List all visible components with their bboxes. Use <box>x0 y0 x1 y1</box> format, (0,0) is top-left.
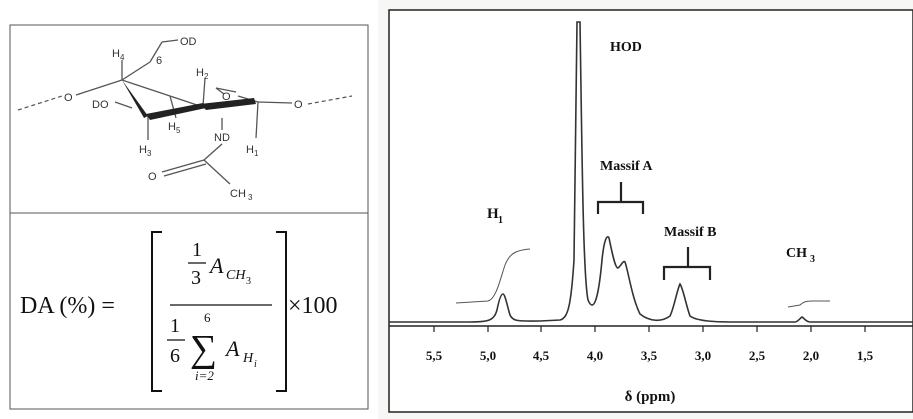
denominator-six: 6 <box>170 345 180 367</box>
numerator-ch3-sub: 3 <box>246 276 251 287</box>
formula-panel: DA (%) = 1 3 A CH 3 1 6 6 ∑ i=2 A H i ×1… <box>9 212 369 410</box>
massif-a-bracket <box>596 182 645 214</box>
wedge-bond-c2-c1 <box>200 98 256 110</box>
x-axis-ticks <box>433 326 866 332</box>
peak-label-hod: HOD <box>610 40 642 55</box>
label-ring-o: O <box>222 91 231 103</box>
left-dashed-bond <box>17 95 63 111</box>
denominator-a: A <box>224 336 240 361</box>
x-tick-5-5: 5,5 <box>426 348 443 363</box>
label-h1: H <box>246 144 254 156</box>
formula-times-100: ×100 <box>288 293 338 319</box>
denominator-one: 1 <box>170 315 180 337</box>
label-h5-sub: 5 <box>176 126 181 135</box>
x-axis-label: δ (ppm) <box>625 389 676 405</box>
label-ch3: CH <box>230 188 246 200</box>
label-od: OD <box>180 36 197 48</box>
label-c6: 6 <box>156 55 162 67</box>
spectrum-trace <box>389 21 913 323</box>
label-ch3-sub: 3 <box>248 193 253 202</box>
peak-label-ch3: CH <box>786 246 807 261</box>
integral-curve-h1 <box>455 248 531 304</box>
spectrum-frame <box>388 9 913 413</box>
sum-upper-limit: 6 <box>204 310 211 325</box>
x-tick-5-0: 5,0 <box>480 348 496 363</box>
numerator-three: 3 <box>191 267 201 289</box>
right-dashed-bond <box>307 95 353 105</box>
label-h3-sub: 3 <box>147 149 152 158</box>
label-h2: H <box>196 67 204 79</box>
right-bracket <box>276 231 287 392</box>
label-carbonyl-o: O <box>148 171 157 183</box>
peak-label-ch3-sub: 3 <box>810 254 815 265</box>
label-left-o: O <box>64 92 73 104</box>
peak-label-massif-b: Massif B <box>664 225 717 240</box>
denominator-h: H <box>242 351 254 366</box>
sigma-symbol: ∑ <box>190 328 217 370</box>
peak-label-h1: H <box>487 206 499 222</box>
formula-lhs: DA (%) = <box>20 293 115 319</box>
peak-label-h1-sub: 1 <box>498 215 503 226</box>
denominator-i-sub: i <box>254 359 257 370</box>
molecule-frame <box>9 24 369 214</box>
numerator-one: 1 <box>192 239 202 261</box>
molecule-panel: OD 6 H 4 H 2 O O O DO H 5 ND H 3 H 1 O C… <box>9 24 369 214</box>
numerator-a: A <box>208 253 224 278</box>
x-tick-4-0: 4,0 <box>587 348 603 363</box>
peak-label-massif-a: Massif A <box>600 159 653 174</box>
x-tick-2-0: 2,0 <box>803 348 819 363</box>
x-tick-3-0: 3,0 <box>695 348 711 363</box>
x-tick-2-5: 2,5 <box>749 348 766 363</box>
label-h1-sub: 1 <box>254 149 259 158</box>
sum-lower-limit: i=2 <box>195 368 214 383</box>
wedge-bond-c3-c2 <box>146 103 206 120</box>
numerator-ch: CH <box>226 268 246 283</box>
wedge-bond-c4-c3 <box>122 80 148 118</box>
label-right-o: O <box>294 99 303 111</box>
label-h2-sub: 2 <box>204 72 209 81</box>
spectrum-panel: 5,5 5,0 4,5 4,0 3,5 3,0 2,5 2,0 1,5 δ (p… <box>378 0 913 419</box>
label-h3: H <box>139 144 147 156</box>
label-h4-sub: 4 <box>120 53 125 62</box>
left-bracket <box>151 231 162 392</box>
x-tick-3-5: 3,5 <box>641 348 658 363</box>
label-h4: H <box>112 48 120 60</box>
label-do: DO <box>92 99 109 111</box>
integral-curve-ch3 <box>787 300 830 308</box>
massif-b-bracket <box>662 247 712 280</box>
x-tick-1-5: 1,5 <box>857 348 874 363</box>
label-h5: H <box>168 121 176 133</box>
label-nd: ND <box>214 132 230 144</box>
formula-frame <box>9 212 369 410</box>
x-tick-4-5: 4,5 <box>533 348 550 363</box>
